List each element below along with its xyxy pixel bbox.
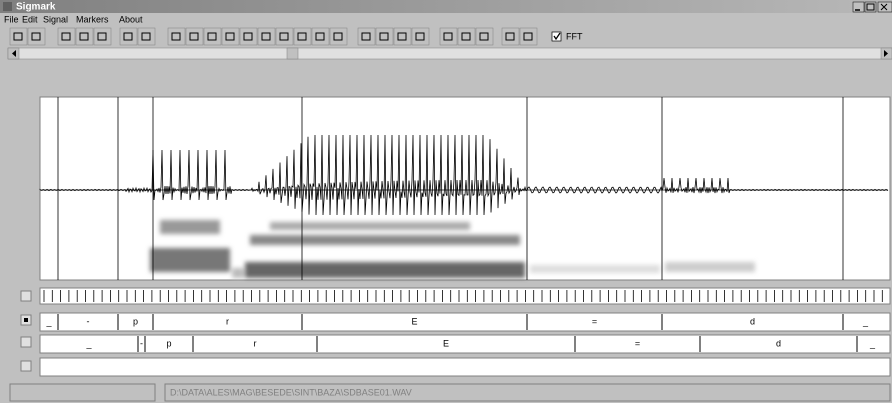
toolbar-button[interactable] <box>412 28 429 45</box>
checkbox-fill <box>24 318 28 322</box>
close-button[interactable] <box>878 2 892 12</box>
toolbar-button[interactable] <box>240 28 257 45</box>
file-path: D:\DATA\ALES\MAG\BESEDE\SINT\BAZA\SDBASE… <box>170 387 412 397</box>
fft-label: FFT <box>566 31 583 41</box>
menu-item[interactable]: About <box>119 14 143 24</box>
segment-label[interactable]: d <box>776 338 781 348</box>
tier-checkbox[interactable] <box>21 361 31 371</box>
spectrogram-band <box>245 262 525 278</box>
empty-tier[interactable] <box>40 358 890 376</box>
menu-item[interactable]: Signal <box>43 14 68 24</box>
segment-label[interactable]: p <box>133 316 138 326</box>
toolbar-button[interactable] <box>94 28 111 45</box>
toolbar-button[interactable] <box>258 28 275 45</box>
segment-label[interactable]: _ <box>45 316 52 326</box>
window-title: Sigmark <box>16 2 56 13</box>
toolbar-button[interactable] <box>394 28 411 45</box>
toolbar-button[interactable] <box>440 28 457 45</box>
spectrogram-band <box>160 220 220 234</box>
app-icon <box>3 2 12 11</box>
spectrogram-band <box>530 265 660 273</box>
segment-label[interactable]: = <box>592 316 597 326</box>
segment-label[interactable]: = <box>635 338 640 348</box>
segment-label[interactable]: p <box>166 338 171 348</box>
toolbar: FFT <box>10 28 583 45</box>
tier-checkboxes <box>21 291 31 371</box>
menu-item[interactable]: File <box>4 14 19 24</box>
segment-label[interactable]: - <box>87 316 90 326</box>
segment-label[interactable]: E <box>443 338 449 348</box>
tier-checkbox[interactable] <box>21 291 31 301</box>
toolbar-button[interactable] <box>138 28 155 45</box>
toolbar-button[interactable] <box>28 28 45 45</box>
page: {"window": {"title": "Sigmark"}, "menu":… <box>0 0 892 403</box>
tick-strip <box>40 288 890 304</box>
spectrogram-band <box>665 262 755 272</box>
title-bar <box>0 0 892 13</box>
segment-label[interactable]: d <box>750 316 755 326</box>
scrollbar[interactable] <box>8 48 892 59</box>
toolbar-button[interactable] <box>458 28 475 45</box>
toolbar-button[interactable] <box>222 28 239 45</box>
marker-tiers: _ - p r E = d _ _ - p r E = d _ <box>40 313 890 353</box>
toolbar-button[interactable] <box>186 28 203 45</box>
toolbar-button[interactable] <box>376 28 393 45</box>
toolbar-button[interactable] <box>204 28 221 45</box>
tier-checkbox[interactable] <box>21 337 31 347</box>
status-panel <box>10 384 155 401</box>
segment-label[interactable]: - <box>140 338 143 348</box>
segment-label[interactable]: _ <box>869 338 876 348</box>
segment-label[interactable]: E <box>411 316 417 326</box>
toolbar-button[interactable] <box>58 28 75 45</box>
segment-label[interactable]: _ <box>862 316 869 326</box>
tier[interactable] <box>40 313 890 331</box>
toolbar-button[interactable] <box>502 28 519 45</box>
toolbar-button[interactable] <box>330 28 347 45</box>
scroll-thumb[interactable] <box>287 48 298 59</box>
toolbar-button[interactable] <box>358 28 375 45</box>
toolbar-button[interactable] <box>120 28 137 45</box>
window-controls[interactable] <box>853 2 892 12</box>
app-window: Sigmark FileEdit Signal Markers About FFT _… <box>0 0 892 403</box>
spectrogram-band <box>232 268 244 278</box>
toolbar-button[interactable] <box>312 28 329 45</box>
segment-label[interactable]: r <box>254 338 257 348</box>
toolbar-button[interactable] <box>168 28 185 45</box>
toolbar-button[interactable] <box>76 28 93 45</box>
toolbar-button[interactable] <box>476 28 493 45</box>
segment-label[interactable]: r <box>226 316 229 326</box>
toolbar-button[interactable] <box>10 28 27 45</box>
spectrogram-band <box>250 235 520 245</box>
menu-item[interactable]: Edit <box>22 14 38 24</box>
menu-item[interactable]: Markers <box>76 14 109 24</box>
toolbar-button[interactable] <box>276 28 293 45</box>
toolbar-button[interactable] <box>294 28 311 45</box>
segment-label[interactable]: _ <box>85 338 92 348</box>
frame-ticks <box>40 288 890 304</box>
spectrogram-band <box>270 222 470 230</box>
spectrogram-band <box>150 248 230 272</box>
toolbar-button[interactable] <box>520 28 537 45</box>
